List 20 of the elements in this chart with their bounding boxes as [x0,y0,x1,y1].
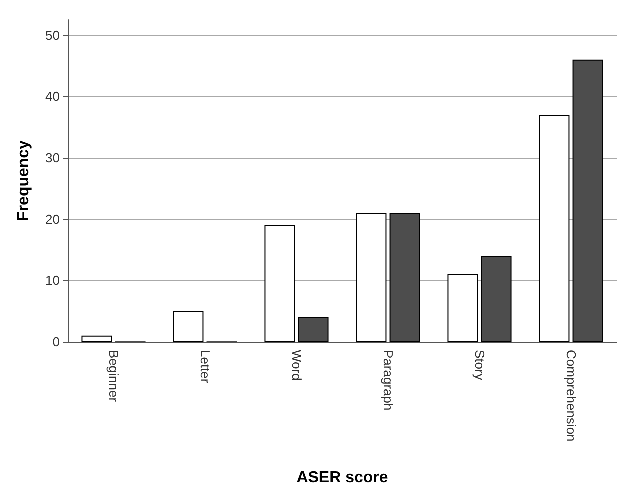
bar [264,225,296,342]
y-tick-label: 0 [52,334,60,350]
x-tick-label: Story [472,350,488,381]
x-tick-label: Comprehension [564,350,579,442]
bar [539,115,570,342]
x-tick-label: Paragraph [380,350,396,411]
x-axis-title: ASER score [296,470,388,486]
x-tick-label: Letter [198,350,213,384]
y-tick-label: 50 [46,28,60,43]
bar [173,311,204,342]
x-tick-label: Word [289,350,304,381]
y-tick-label: 10 [46,273,60,288]
y-tick-label: 40 [46,89,60,104]
y-tick-label: 30 [46,150,60,166]
x-tick-label: Beginner [106,350,122,403]
bar [448,274,478,342]
bar [356,213,387,342]
bar [82,336,112,342]
y-tick-label: 20 [46,212,60,227]
y-axis-title: Frequency [16,140,32,222]
